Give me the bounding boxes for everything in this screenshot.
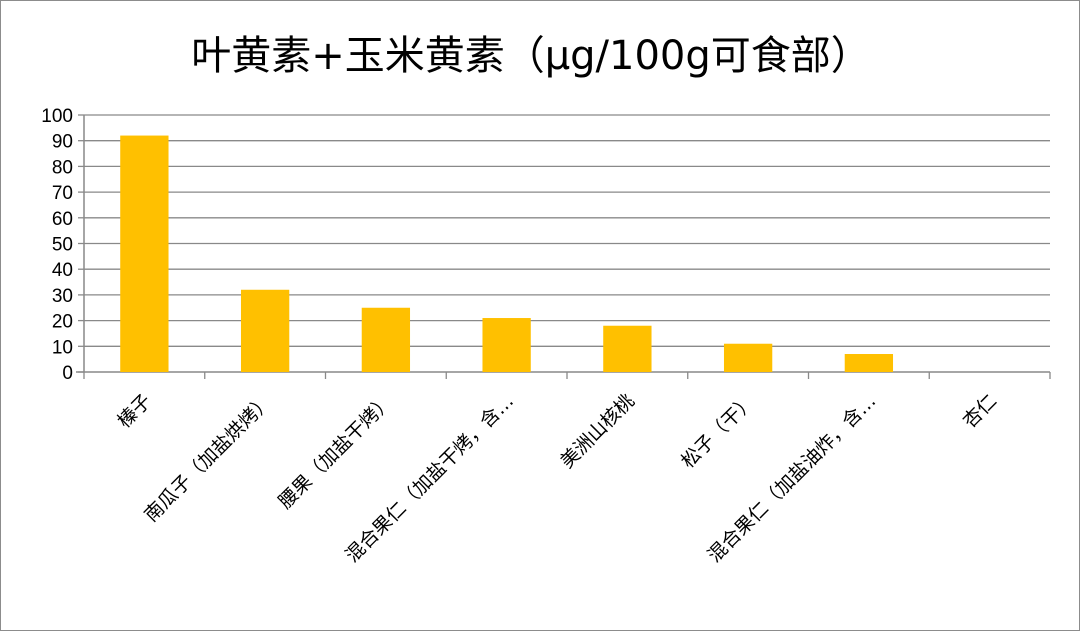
y-tick-label: 10 <box>52 337 73 358</box>
y-tick-label: 20 <box>52 312 73 333</box>
y-tick-label: 60 <box>52 209 73 230</box>
y-tick-label: 30 <box>52 286 73 307</box>
bar <box>240 289 290 372</box>
y-tick-label: 90 <box>52 132 73 153</box>
bar <box>844 354 894 372</box>
y-tick-label: 50 <box>52 235 73 256</box>
x-category-label: 松子（干） <box>677 390 760 473</box>
bar <box>120 135 169 372</box>
x-category-label: 腰果（加盐干烤） <box>274 390 397 513</box>
x-category-label: 杏仁 <box>959 390 1001 432</box>
bar <box>482 318 531 372</box>
y-tick-label: 40 <box>52 260 73 281</box>
y-tick-label: 80 <box>52 157 73 178</box>
x-category-label: 榛子 <box>113 390 155 432</box>
bar <box>603 325 652 372</box>
bar <box>361 307 411 372</box>
bar <box>723 343 773 372</box>
y-tick-label: 100 <box>41 106 73 127</box>
x-category-label: 美洲山核桃 <box>556 390 639 473</box>
y-tick-label: 0 <box>62 363 73 384</box>
chart-title: 叶黄素+玉米黄素（μg/100g可食部） <box>191 33 871 79</box>
y-tick-label: 70 <box>52 183 73 204</box>
x-category-label: 南瓜子（加盐烘烤） <box>140 390 276 526</box>
